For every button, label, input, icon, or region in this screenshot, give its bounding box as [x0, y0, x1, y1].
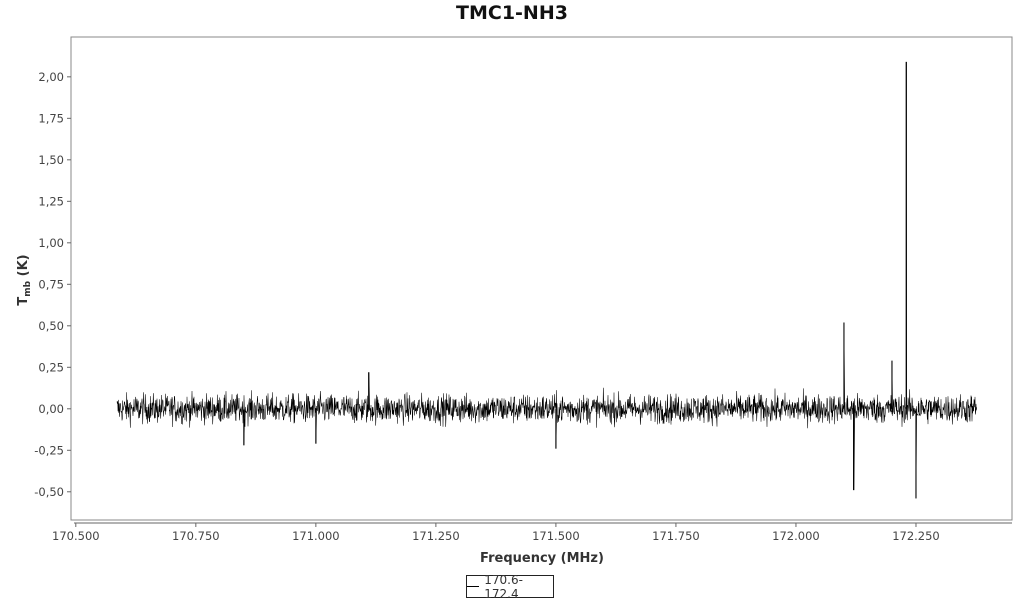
series-layer: [116, 61, 977, 499]
y-tick-label: 0,00: [38, 402, 64, 416]
y-tick-label: -0,25: [34, 443, 64, 457]
y-axis-title-main: T: [16, 297, 31, 306]
x-tick-label: 171.750: [652, 529, 700, 543]
x-tick-label: 171.250: [412, 529, 460, 543]
y-tick-label: 1,00: [38, 236, 64, 250]
x-tick-label: 170.750: [172, 529, 220, 543]
x-tick-label: 171.000: [292, 529, 340, 543]
legend: 170.6-172.4: [466, 572, 554, 601]
y-tick-label: -0,50: [34, 485, 64, 499]
series-line: [116, 61, 977, 499]
y-tick-label: 0,25: [38, 360, 64, 374]
y-axis-title: Tmb (K): [16, 254, 33, 305]
y-axis-title-unit: (K): [16, 254, 31, 280]
x-tick-label: 171.500: [532, 529, 580, 543]
y-tick-label: 2,00: [38, 70, 64, 84]
y-axis-title-subscript: mb: [23, 280, 33, 296]
x-tick-label: 170.500: [52, 529, 100, 543]
x-tick-label: 172.250: [892, 529, 940, 543]
x-axis-title: Frequency (MHz): [480, 551, 604, 566]
y-tick-label: 0,50: [38, 319, 64, 333]
y-tick-label: 1,25: [38, 194, 64, 208]
plot-area-frame: [70, 36, 1013, 521]
y-tick-label: 0,75: [38, 277, 64, 291]
x-tick-label: 172.000: [772, 529, 820, 543]
y-tick-label: 1,50: [38, 153, 64, 167]
legend-swatch: [467, 586, 480, 587]
chart-title: TMC1-NH3: [456, 2, 568, 24]
legend-label: 170.6-172.4: [484, 572, 523, 601]
y-tick-label: 1,75: [38, 111, 64, 125]
y-axis: -0,50 -0,25 0,00 0,25 0,50 0,75 1,00 1,25 1,50 1,…: [34, 70, 71, 499]
x-axis: 170.500 170.750 171.000 171.250 171.500 171.7…: [52, 522, 1012, 543]
